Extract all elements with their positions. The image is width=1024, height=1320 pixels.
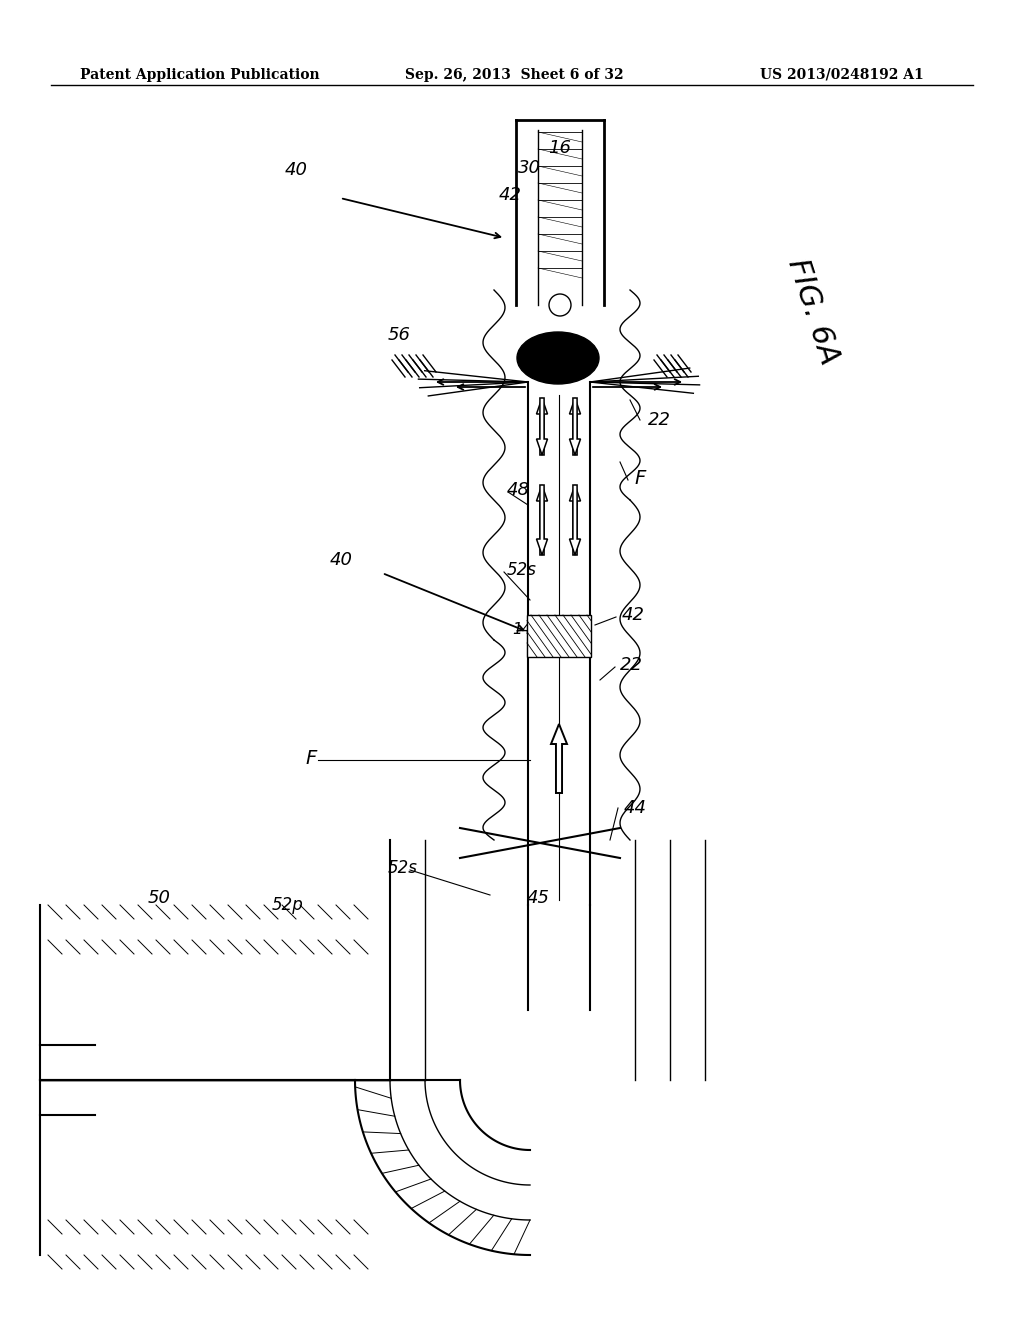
Text: FIG. 6A: FIG. 6A <box>782 255 844 368</box>
Polygon shape <box>537 399 548 455</box>
Polygon shape <box>569 399 581 455</box>
Polygon shape <box>537 399 548 455</box>
Ellipse shape <box>517 333 599 384</box>
Text: 30: 30 <box>518 158 541 177</box>
Text: 40: 40 <box>285 161 308 180</box>
Text: 44: 44 <box>624 799 647 817</box>
Text: 42: 42 <box>499 186 522 205</box>
Text: Sep. 26, 2013  Sheet 6 of 32: Sep. 26, 2013 Sheet 6 of 32 <box>406 69 624 82</box>
Polygon shape <box>569 484 581 554</box>
Text: 48: 48 <box>507 480 530 499</box>
Text: US 2013/0248192 A1: US 2013/0248192 A1 <box>760 69 924 82</box>
Text: 40: 40 <box>330 550 353 569</box>
Text: 16: 16 <box>548 139 571 157</box>
Text: 45: 45 <box>527 888 550 907</box>
Polygon shape <box>537 484 548 554</box>
Text: Patent Application Publication: Patent Application Publication <box>80 69 319 82</box>
Text: F: F <box>634 469 645 487</box>
Text: 22: 22 <box>648 411 671 429</box>
Text: 14: 14 <box>512 623 531 638</box>
Text: 52p: 52p <box>272 896 304 913</box>
Text: 42: 42 <box>622 606 645 624</box>
Text: F: F <box>305 748 316 767</box>
Polygon shape <box>537 484 548 554</box>
Text: 52s: 52s <box>507 561 537 579</box>
Text: 56: 56 <box>388 326 411 345</box>
Text: 52s: 52s <box>388 859 418 876</box>
Text: 50: 50 <box>148 888 171 907</box>
Polygon shape <box>551 723 567 793</box>
Bar <box>527 615 591 657</box>
Text: 22: 22 <box>620 656 643 675</box>
Polygon shape <box>569 484 581 554</box>
Polygon shape <box>569 399 581 455</box>
Text: 14: 14 <box>534 348 555 367</box>
